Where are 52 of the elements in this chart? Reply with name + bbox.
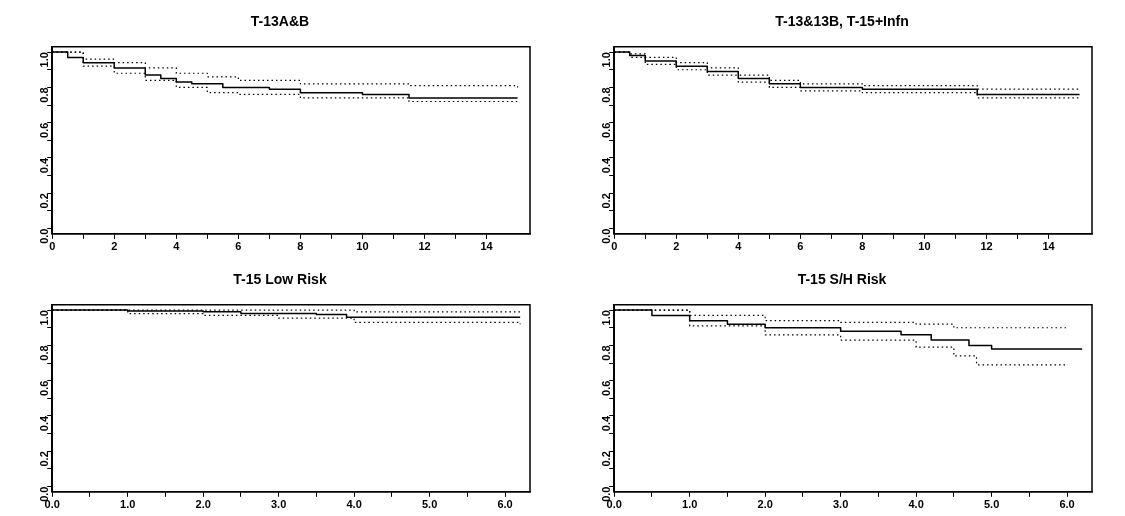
y-tick-label: 0.8: [38, 87, 51, 103]
y-tick-label: 0.2: [38, 193, 51, 209]
x-tick-label: 14: [480, 240, 494, 253]
x-tick-label: 4: [173, 240, 181, 253]
y-tick-label: 0.8: [600, 345, 613, 361]
y-tick-label: 0.4: [38, 415, 51, 432]
y-tick-label: 0.6: [600, 122, 613, 138]
x-tick-label: 0: [611, 240, 618, 253]
x-tick-label: 8: [297, 240, 304, 253]
chart-title: T-15 Low Risk: [233, 271, 327, 288]
x-tick-label: 4.0: [346, 498, 362, 511]
y-tick-label: 1.0: [38, 310, 51, 326]
x-tick-label: 3.0: [833, 498, 849, 511]
y-tick-label: 0.6: [38, 380, 51, 396]
x-tick-label: 10: [918, 240, 931, 253]
y-tick-label: 0.4: [38, 157, 51, 174]
x-tick-label: 6: [235, 240, 242, 253]
x-tick-label: 4.0: [908, 498, 924, 511]
x-tick-label: 10: [356, 240, 369, 253]
y-tick-label: 1.0: [600, 310, 613, 326]
y-tick-label: 0.8: [600, 87, 613, 103]
x-tick-label: 6: [797, 240, 804, 253]
x-tick-label: 12: [980, 240, 993, 253]
chart-title: T-13A&B: [250, 13, 310, 30]
x-tick-label: 2.0: [757, 498, 773, 511]
chart-title: T-13&13B, T-15+Infn: [775, 13, 909, 30]
x-tick-label: 6.0: [497, 498, 513, 511]
x-tick-label: 12: [418, 240, 431, 253]
x-tick-label: 8: [859, 240, 866, 253]
y-tick-label: 0.2: [600, 451, 613, 467]
x-tick-label: 2: [111, 240, 118, 253]
y-tick-label: 0.2: [38, 451, 51, 467]
x-tick-label: 5.0: [421, 498, 438, 511]
x-tick-label: 1.0: [120, 498, 136, 511]
x-tick-label: 14: [1042, 240, 1056, 253]
y-tick-label: 0.4: [600, 415, 613, 432]
y-tick-label: 0.2: [600, 193, 613, 209]
x-tick-label: 2.0: [195, 498, 211, 511]
x-tick-label: 2: [673, 240, 680, 253]
y-tick-label: 0.6: [600, 380, 613, 396]
y-tick-label: 1.0: [600, 52, 613, 68]
y-tick-label: 0.4: [600, 157, 613, 174]
x-tick-label: 3.0: [271, 498, 287, 511]
chart-title: T-15 S/H Risk: [797, 271, 887, 288]
x-tick-label: 4: [735, 240, 743, 253]
y-tick-label: 0.6: [38, 122, 51, 138]
x-tick-label: 0: [49, 240, 56, 253]
x-tick-label: 1.0: [682, 498, 698, 511]
x-tick-label: 6.0: [1059, 498, 1075, 511]
y-tick-label: 0.8: [38, 345, 51, 361]
x-tick-label: 5.0: [983, 498, 1000, 511]
y-tick-label: 1.0: [38, 52, 51, 68]
